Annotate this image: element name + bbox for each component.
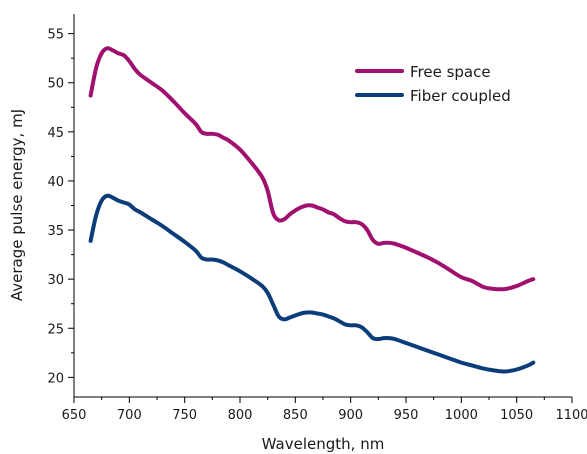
x-axis-label: Wavelength, nm — [262, 435, 385, 453]
legend: Free space Fiber coupled — [355, 63, 511, 105]
y-axis-ticks: 20 25 30 35 40 45 50 55 — [47, 28, 74, 386]
y-tick-label: 35 — [47, 224, 64, 239]
series-line-free-space — [88, 46, 536, 292]
y-tick-label: 30 — [47, 273, 64, 288]
x-tick-label: 850 — [283, 408, 308, 423]
y-tick-label: 20 — [47, 371, 64, 386]
x-tick-label: 800 — [228, 408, 253, 423]
x-tick-label: 750 — [172, 408, 197, 423]
x-tick-label: 1050 — [500, 408, 533, 423]
x-tick-label: 900 — [338, 408, 363, 423]
plot-area — [73, 14, 572, 398]
y-tick-label: 50 — [47, 77, 64, 92]
x-tick-label: 650 — [62, 408, 87, 423]
y-axis-label: Average pulse energy, mJ — [8, 109, 26, 301]
plot-frame — [73, 14, 572, 398]
x-tick-label: 950 — [394, 408, 419, 423]
legend-label-free-space: Free space — [410, 63, 491, 81]
y-tick-label: 45 — [47, 126, 64, 141]
y-tick-label: 25 — [47, 322, 64, 337]
y-tick-label: 55 — [47, 28, 64, 43]
x-tick-label: 1000 — [445, 408, 478, 423]
x-tick-label: 700 — [117, 408, 142, 423]
series-line-fiber-coupled — [88, 193, 536, 374]
x-tick-label: 1100 — [555, 408, 587, 423]
series-layer — [88, 46, 536, 374]
legend-label-fiber-coupled: Fiber coupled — [410, 87, 511, 105]
y-tick-label: 40 — [47, 175, 64, 190]
x-axis-ticks: 650 700 750 800 850 900 950 1000 1050 1100 — [62, 397, 587, 423]
